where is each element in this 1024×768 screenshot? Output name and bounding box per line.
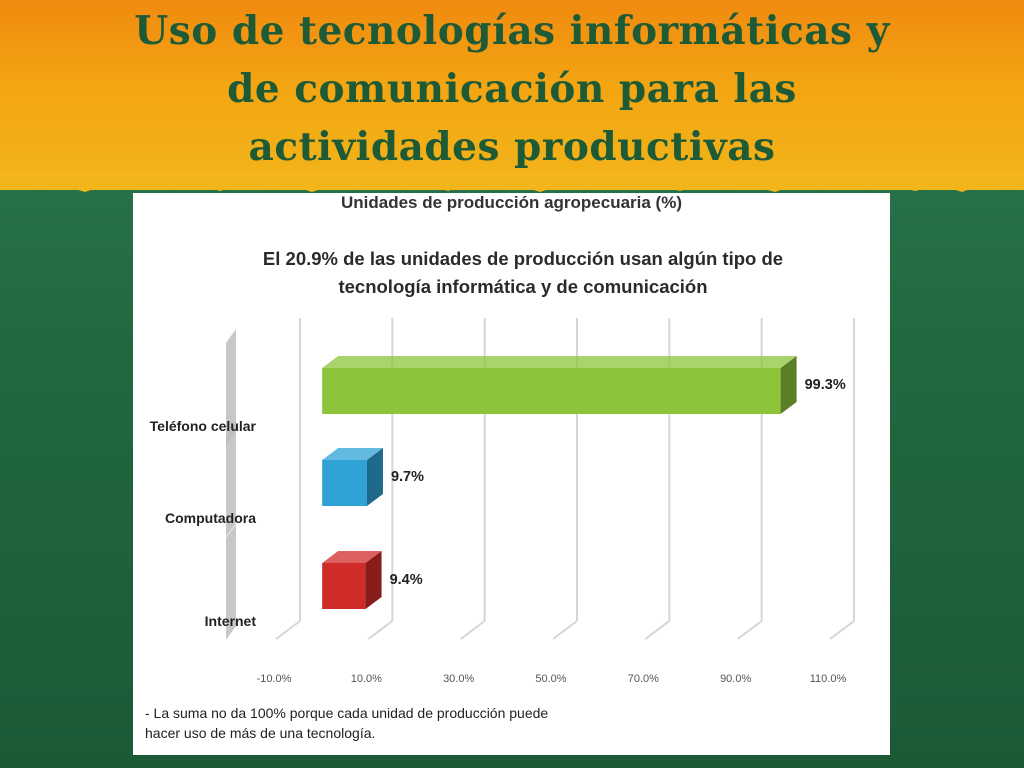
bar-top-face: [322, 448, 383, 460]
gridline-floor: [737, 620, 763, 640]
bar-chart: -10.0% 10.0% 30.0% 50.0% 70.0% 90.0% 110.0% Tel…: [150, 318, 855, 685]
category-label: Computadora: [165, 510, 256, 526]
category-label: Internet: [205, 613, 257, 629]
x-tick-label: 10.0%: [351, 673, 382, 685]
gridline-floor: [367, 620, 393, 640]
slide-title: Uso de tecnologías informáticas y de com…: [0, 2, 1024, 176]
value-label: 9.4%: [390, 572, 423, 588]
x-tick-label: -10.0%: [257, 673, 292, 685]
gridline-floor: [275, 620, 301, 640]
gridline-floor: [829, 620, 855, 640]
slide-title-line-3: actividades productivas: [248, 124, 776, 170]
chart-panel: Unidades de producción agropecuaria (%) …: [133, 193, 890, 755]
x-tick-label: 110.0%: [810, 673, 847, 685]
x-tick-label: 50.0%: [535, 673, 566, 685]
chart-subtitle: El 20.9% de las unidades de producción u…: [233, 245, 813, 301]
chart-title: Unidades de producción agropecuaria (%): [340, 193, 682, 212]
banner-torn-edge: [0, 172, 1024, 192]
value-label: 9.7%: [391, 469, 424, 485]
category-backdrop: [226, 329, 236, 445]
slide-title-line-1: Uso de tecnologías informáticas y: [134, 8, 890, 54]
value-label: 99.3%: [805, 377, 846, 393]
category-backdrops: [226, 329, 236, 640]
gridline-floor: [644, 620, 670, 640]
footnote-line-2: hacer uso de más de una tecnología.: [145, 725, 376, 741]
bar-side-face: [366, 448, 383, 506]
slide-title-line-2: de comunicación para las: [227, 66, 797, 112]
category-backdrop: [226, 421, 236, 537]
x-tick-label: 70.0%: [628, 673, 659, 685]
chart-subtitle-line-2: tecnología informática y de comunicación: [338, 276, 708, 297]
category-label: Teléfono celular: [150, 418, 257, 434]
bar: [322, 563, 366, 609]
bars: [322, 356, 797, 609]
bar: [322, 368, 781, 414]
footnote-line-1: - La suma no da 100% porque cada unidad …: [145, 705, 549, 721]
chart-subtitle-line-1: El 20.9% de las unidades de producción u…: [262, 248, 784, 269]
x-tick-label: 90.0%: [720, 673, 751, 685]
bar: [322, 460, 367, 506]
gridline-floor: [552, 620, 578, 640]
bar-top-face: [322, 551, 382, 563]
footnote: - La suma no da 100% porque cada unidad …: [145, 703, 665, 743]
labels: -10.0% 10.0% 30.0% 50.0% 70.0% 90.0% 110.0% Tel…: [150, 377, 847, 685]
bar-top-face: [322, 356, 797, 368]
x-tick-label: 30.0%: [443, 673, 474, 685]
title-banner: [0, 0, 1024, 190]
gridline-floor: [460, 620, 486, 640]
bar-side-face: [365, 551, 382, 609]
category-backdrop: [226, 524, 236, 640]
bar-side-face: [780, 356, 797, 414]
